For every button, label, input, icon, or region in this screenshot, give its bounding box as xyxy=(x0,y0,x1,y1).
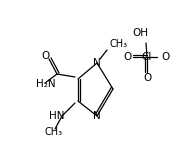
Text: O: O xyxy=(161,52,169,62)
Text: OH: OH xyxy=(132,28,148,38)
Text: O: O xyxy=(124,52,132,62)
Text: Cl: Cl xyxy=(142,52,152,62)
Text: CH₃: CH₃ xyxy=(109,39,127,49)
Text: O: O xyxy=(143,73,151,83)
Text: N: N xyxy=(93,111,101,121)
Text: N: N xyxy=(93,58,101,68)
Text: HN: HN xyxy=(49,111,65,121)
Text: H₂N: H₂N xyxy=(36,79,56,89)
Text: O: O xyxy=(42,51,50,61)
Text: CH₃: CH₃ xyxy=(45,127,63,137)
